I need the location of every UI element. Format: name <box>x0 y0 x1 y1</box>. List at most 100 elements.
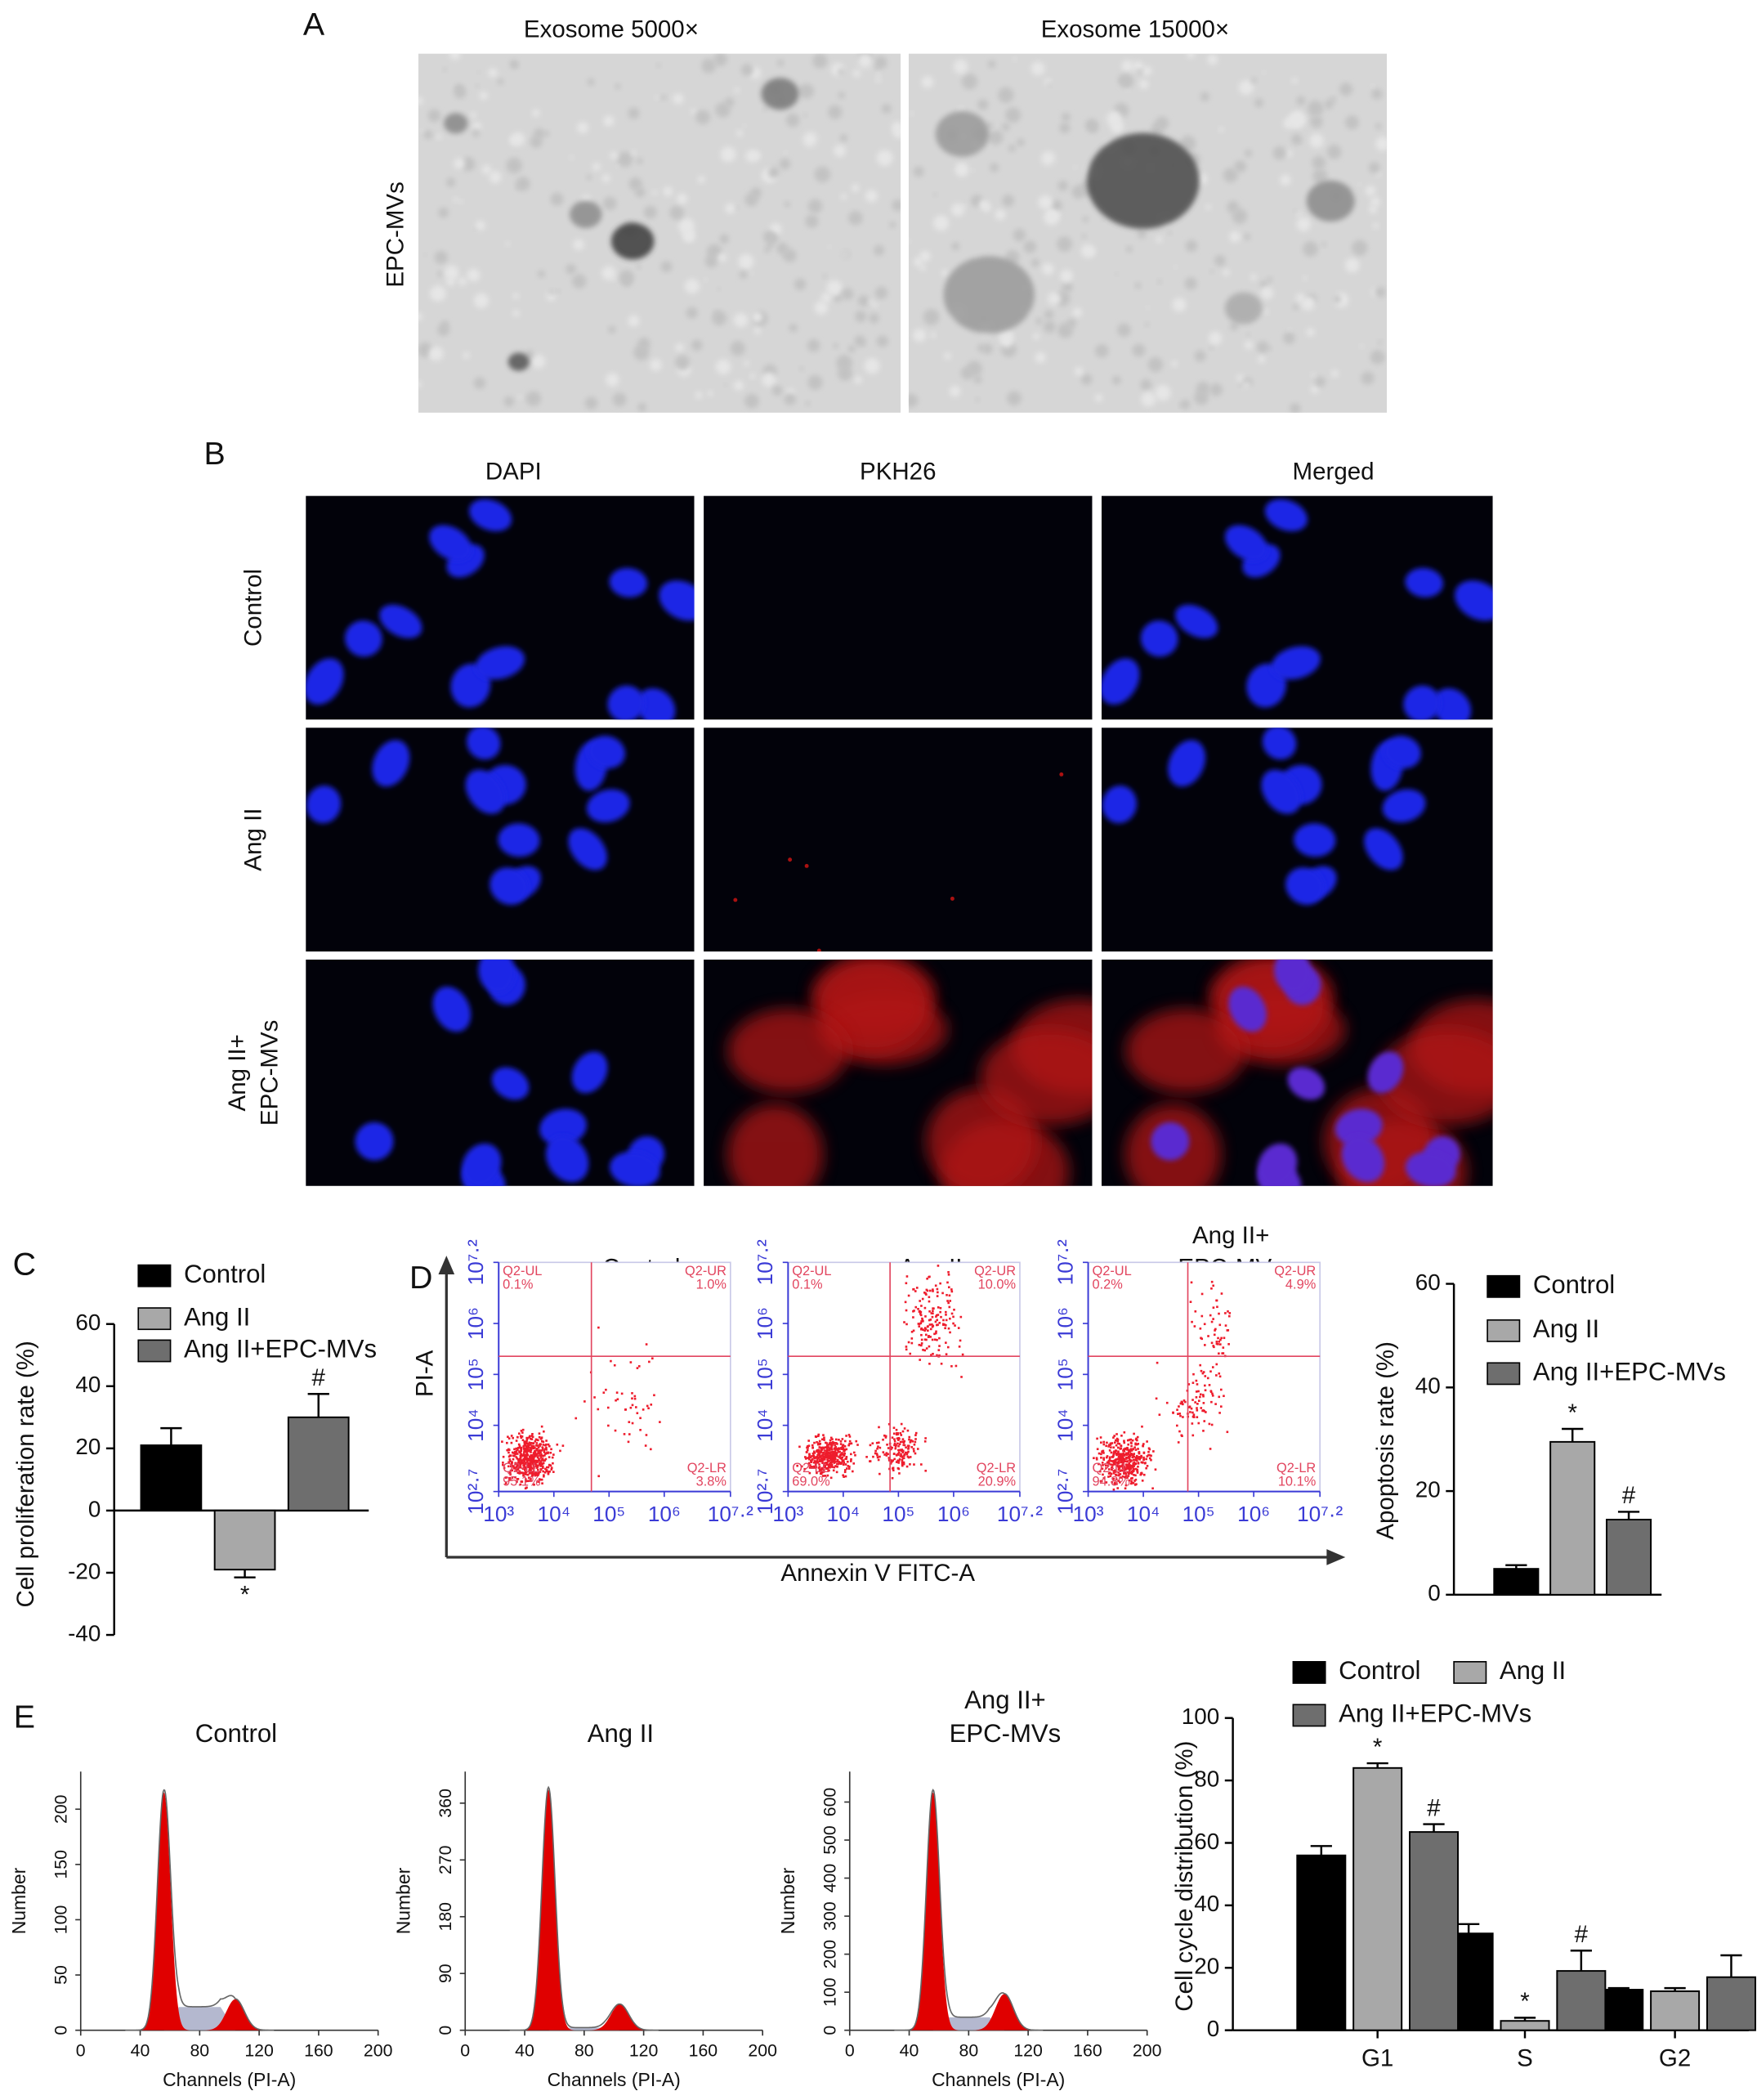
event-dot <box>1154 1468 1157 1471</box>
event-dot <box>874 1449 877 1453</box>
event-dot <box>907 1341 910 1344</box>
event-dot <box>904 1451 907 1454</box>
texture <box>1209 331 1223 345</box>
event-dot <box>508 1476 512 1480</box>
event-dot <box>1132 1454 1135 1457</box>
nucleus <box>1294 823 1336 857</box>
texture <box>436 134 442 140</box>
event-dot <box>1115 1458 1117 1461</box>
bar <box>1500 2020 1550 2031</box>
event-dot <box>1107 1462 1111 1465</box>
y-tick-label: 10⁵ <box>1053 1358 1077 1390</box>
texture <box>1229 231 1241 243</box>
event-dot <box>917 1323 920 1325</box>
y-tick-label: 100 <box>1182 1704 1219 1729</box>
event-dot <box>1131 1464 1133 1467</box>
event-dot <box>525 1466 528 1470</box>
event-dot <box>550 1468 553 1471</box>
texture <box>1352 240 1368 256</box>
event-dot <box>900 1434 903 1436</box>
y-tick-label: 600 <box>820 1788 839 1817</box>
event-dot <box>1114 1481 1116 1484</box>
event-dot <box>1181 1435 1183 1438</box>
event-dot <box>810 1466 813 1468</box>
legend-swatch <box>1292 1661 1326 1684</box>
event-dot <box>529 1435 531 1438</box>
texture <box>1023 240 1037 253</box>
event-dot <box>532 1470 535 1472</box>
event-dot <box>520 1453 523 1456</box>
event-dot <box>1130 1442 1133 1444</box>
nucleus <box>609 567 648 598</box>
event-dot <box>924 1292 928 1295</box>
event-dot <box>903 1454 905 1457</box>
significance-marker: * <box>240 1581 250 1608</box>
texture <box>1223 269 1230 276</box>
event-dot <box>905 1348 908 1351</box>
event-dot <box>934 1320 937 1323</box>
event-dot <box>1220 1337 1223 1340</box>
event-dot <box>1218 1412 1221 1414</box>
event-dot <box>534 1454 537 1457</box>
y-tick-label: 0 <box>436 2026 455 2035</box>
event-dot <box>504 1476 507 1479</box>
vesicle <box>570 200 602 229</box>
significance-marker: # <box>1622 1482 1636 1509</box>
event-dot <box>518 1464 521 1467</box>
event-dot <box>1218 1340 1221 1343</box>
event-dot <box>1111 1463 1114 1466</box>
event-dot <box>631 1404 634 1407</box>
event-dot <box>1210 1400 1213 1404</box>
texture <box>704 278 708 282</box>
event-dot <box>525 1473 527 1476</box>
event-dot <box>905 1323 908 1326</box>
y-axis-label: Apoptosis rate (%) <box>1372 1341 1399 1540</box>
texture <box>812 53 828 69</box>
texture <box>1326 145 1342 159</box>
event-dot <box>1125 1460 1129 1463</box>
event-dot <box>543 1449 545 1452</box>
event-dot <box>843 1471 847 1474</box>
event-dot <box>633 1397 637 1400</box>
nucleus <box>1151 1122 1190 1161</box>
texture <box>1180 399 1191 410</box>
event-dot <box>812 1465 816 1468</box>
event-dot <box>901 1455 904 1458</box>
event-dot <box>1223 1337 1226 1340</box>
x-tick-label: 120 <box>244 2041 274 2061</box>
event-dot <box>825 1462 827 1464</box>
texture <box>1017 138 1025 146</box>
x-tick-label: 10⁷·² <box>1297 1502 1343 1526</box>
texture <box>838 69 845 75</box>
event-dot <box>910 1337 914 1340</box>
texture <box>1101 218 1104 222</box>
event-dot <box>1136 1439 1138 1442</box>
event-dot <box>521 1454 525 1457</box>
texture <box>973 375 982 384</box>
event-dot <box>1196 1383 1199 1386</box>
event-dot <box>551 1456 554 1459</box>
event-dot <box>876 1456 879 1459</box>
event-dot <box>541 1447 544 1450</box>
event-dot <box>501 1463 504 1466</box>
event-dot <box>1115 1452 1118 1455</box>
event-dot <box>869 1444 872 1447</box>
texture <box>874 244 884 256</box>
event-dot <box>507 1455 511 1458</box>
event-dot <box>832 1469 835 1472</box>
event-dot <box>901 1458 904 1462</box>
event-dot <box>959 1315 963 1319</box>
event-dot <box>1112 1463 1115 1466</box>
event-dot <box>529 1443 532 1445</box>
event-dot <box>960 1376 963 1378</box>
event-dot <box>1218 1343 1222 1346</box>
x-tick-label: 40 <box>900 2041 919 2061</box>
nucleus <box>1364 828 1403 871</box>
event-dot <box>1218 1352 1220 1355</box>
x-tick-label: S <box>1517 2045 1533 2072</box>
event-dot <box>1204 1389 1207 1392</box>
event-dot <box>526 1453 530 1457</box>
quadrant-name: Q2-UL <box>792 1264 831 1278</box>
event-dot <box>524 1471 527 1473</box>
event-dot <box>891 1446 893 1449</box>
